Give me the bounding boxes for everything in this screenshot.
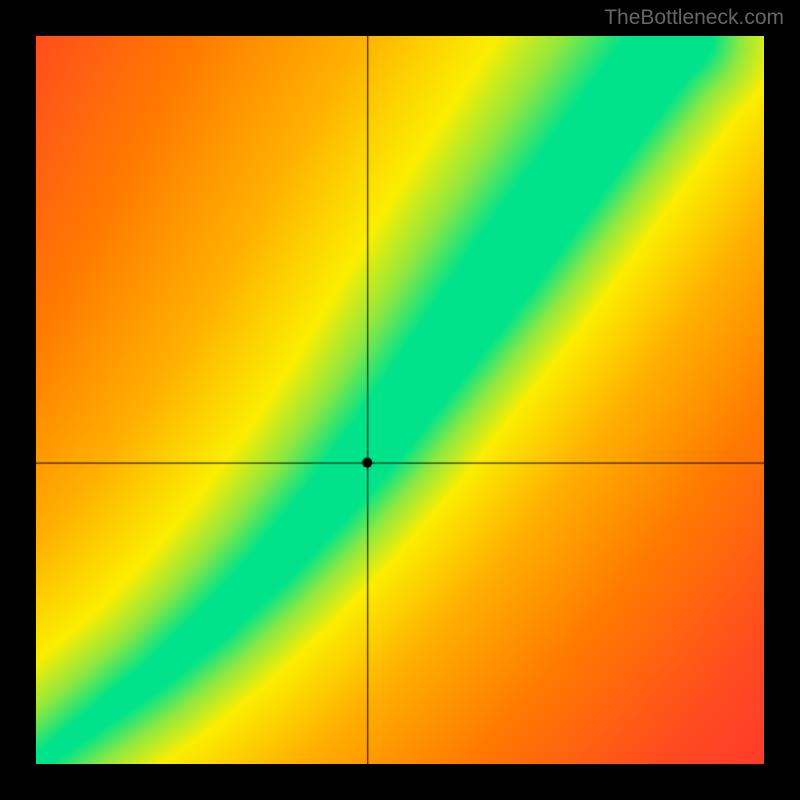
watermark-text: TheBottleneck.com (604, 6, 784, 30)
heatmap-canvas (36, 36, 764, 764)
chart-container: TheBottleneck.com (0, 0, 800, 800)
plot-frame (36, 36, 764, 764)
